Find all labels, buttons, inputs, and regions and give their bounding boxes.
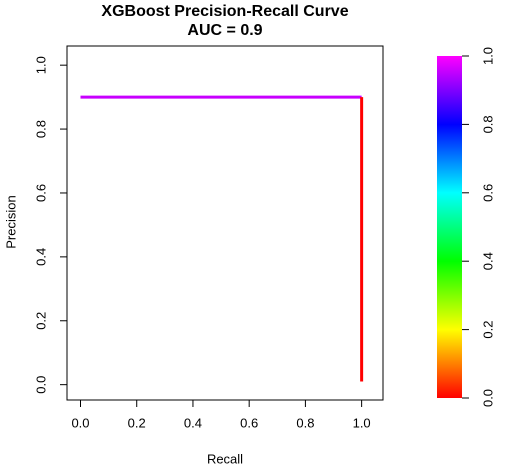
x-tick-label: 1.0: [353, 415, 371, 430]
x-tick-label: 0.8: [296, 415, 314, 430]
chart-subtitle: AUC = 0.9: [187, 22, 262, 39]
colorbar: [437, 56, 462, 398]
x-tick-label: 0.6: [240, 415, 258, 430]
y-tick-label: 0.2: [33, 312, 48, 330]
y-tick-label: 1.0: [33, 56, 48, 74]
colorbar-tick-label: 0.8: [480, 115, 495, 133]
colorbar-tick-label: 0.2: [480, 321, 495, 339]
y-tick-label: 0.4: [33, 248, 48, 266]
x-tick-label: 0.0: [71, 415, 89, 430]
plot-frame: [66, 45, 384, 401]
colorbar-tick-label: 0.4: [480, 252, 495, 270]
chart-title: XGBoost Precision-Recall Curve: [101, 3, 348, 20]
x-tick-label: 0.2: [128, 415, 146, 430]
y-axis-label: Precision: [3, 195, 18, 248]
colorbar-tick-label: 1.0: [480, 47, 495, 65]
y-tick-label: 0.6: [33, 184, 48, 202]
x-tick-label: 0.4: [184, 415, 202, 430]
y-tick-label: 0.8: [33, 120, 48, 138]
x-axis-label: Recall: [207, 451, 243, 466]
colorbar-tick-label: 0.0: [480, 389, 495, 407]
colorbar-tick-label: 0.6: [480, 184, 495, 202]
y-tick-label: 0.0: [33, 376, 48, 394]
